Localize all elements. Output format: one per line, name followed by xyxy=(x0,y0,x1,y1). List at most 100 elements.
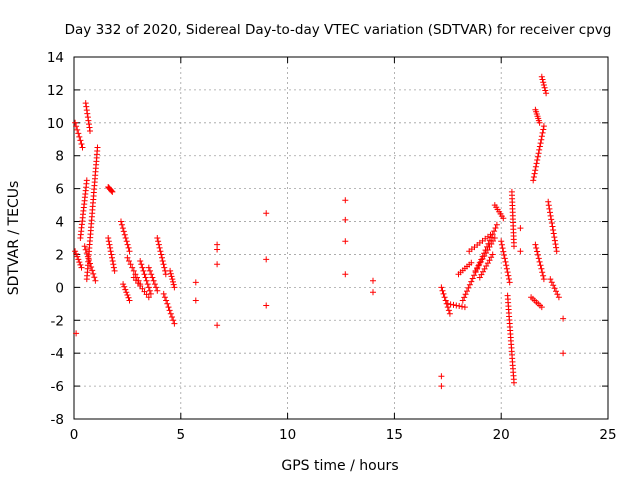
data-point xyxy=(150,277,157,284)
data-point xyxy=(534,153,541,160)
data-point xyxy=(83,250,90,257)
data-point xyxy=(439,287,446,294)
x-tick-label: 0 xyxy=(70,427,79,443)
data-point xyxy=(530,174,537,180)
data-point xyxy=(498,238,505,245)
data-point xyxy=(106,241,113,248)
data-point xyxy=(538,133,545,140)
data-point xyxy=(440,290,447,297)
data-point xyxy=(491,228,498,235)
x-axis-label: GPS time / hours xyxy=(281,458,398,474)
data-point xyxy=(548,279,555,286)
data-point xyxy=(370,289,376,296)
data-point xyxy=(438,284,445,291)
data-point xyxy=(540,82,547,88)
data-point xyxy=(506,279,513,286)
data-point xyxy=(161,294,168,301)
data-point xyxy=(78,264,85,271)
data-point xyxy=(145,264,152,271)
data-point xyxy=(107,248,114,255)
y-tick-label: 0 xyxy=(55,280,64,296)
data-point xyxy=(533,245,540,251)
data-point xyxy=(532,163,539,170)
data-point xyxy=(153,284,160,291)
data-point xyxy=(171,320,178,327)
data-point xyxy=(76,133,83,140)
y-tick-label: 4 xyxy=(55,215,64,231)
data-point xyxy=(105,235,112,241)
data-point xyxy=(82,100,89,107)
data-point xyxy=(130,267,137,274)
data-point xyxy=(91,274,98,281)
data-point xyxy=(73,250,80,257)
axis-ticks: 0 5 10 15 20 25 -8 -6 -4 -2 0 2 4 6 8 10 12 14 xyxy=(47,50,617,443)
data-point xyxy=(444,300,451,307)
data-point xyxy=(505,272,512,279)
data-point xyxy=(499,245,506,252)
y-tick-label: -6 xyxy=(51,379,64,395)
data-point xyxy=(84,110,91,117)
data-point xyxy=(540,126,547,133)
data-point xyxy=(535,150,542,157)
data-point xyxy=(540,79,547,86)
data-point xyxy=(88,264,95,270)
data-point xyxy=(159,254,165,261)
data-point xyxy=(161,264,168,271)
data-point xyxy=(534,248,541,255)
data-point xyxy=(511,243,517,250)
data-point xyxy=(147,290,154,297)
data-point xyxy=(506,276,512,282)
data-point xyxy=(550,230,557,237)
data-point xyxy=(551,234,558,241)
data-point xyxy=(263,210,270,217)
data-point xyxy=(192,297,199,304)
data-point xyxy=(126,248,133,255)
data-point xyxy=(154,235,161,241)
y-tick-label: -8 xyxy=(51,412,64,428)
y-tick-label: 6 xyxy=(55,182,64,198)
data-point xyxy=(154,287,161,294)
data-point xyxy=(72,119,79,126)
data-point xyxy=(487,231,494,238)
data-point xyxy=(78,141,85,147)
data-point xyxy=(87,128,93,134)
data-point xyxy=(456,303,463,309)
data-point xyxy=(543,90,550,97)
data-point xyxy=(126,258,132,264)
data-point xyxy=(118,221,125,228)
data-point xyxy=(468,259,475,266)
data-point xyxy=(110,264,117,271)
data-point xyxy=(551,237,558,244)
y-axis-label: SDTVAR / TECUs xyxy=(6,181,22,296)
data-point xyxy=(545,198,552,205)
data-point xyxy=(139,264,146,271)
data-point xyxy=(498,241,505,248)
data-point xyxy=(119,225,126,232)
data-point xyxy=(90,270,97,277)
data-point xyxy=(537,140,544,147)
data-point xyxy=(127,261,134,268)
data-point xyxy=(126,297,133,304)
data-point xyxy=(263,256,270,263)
data-point xyxy=(170,278,176,285)
data-point xyxy=(73,330,80,337)
data-point xyxy=(166,307,173,314)
data-point xyxy=(263,302,270,309)
data-point xyxy=(502,258,509,265)
data-point xyxy=(192,279,199,286)
data-point xyxy=(164,300,171,307)
data-point xyxy=(125,294,132,301)
data-point xyxy=(72,248,79,255)
data-point xyxy=(531,170,538,177)
data-point xyxy=(547,209,553,216)
y-tick-label: -2 xyxy=(51,313,64,329)
y-tick-label: 10 xyxy=(47,116,64,132)
data-point xyxy=(82,246,89,253)
data-point xyxy=(165,304,172,311)
data-point xyxy=(77,261,84,268)
data-point xyxy=(503,265,510,272)
data-point xyxy=(146,287,153,294)
data-point xyxy=(75,130,82,137)
data-point xyxy=(74,253,81,260)
